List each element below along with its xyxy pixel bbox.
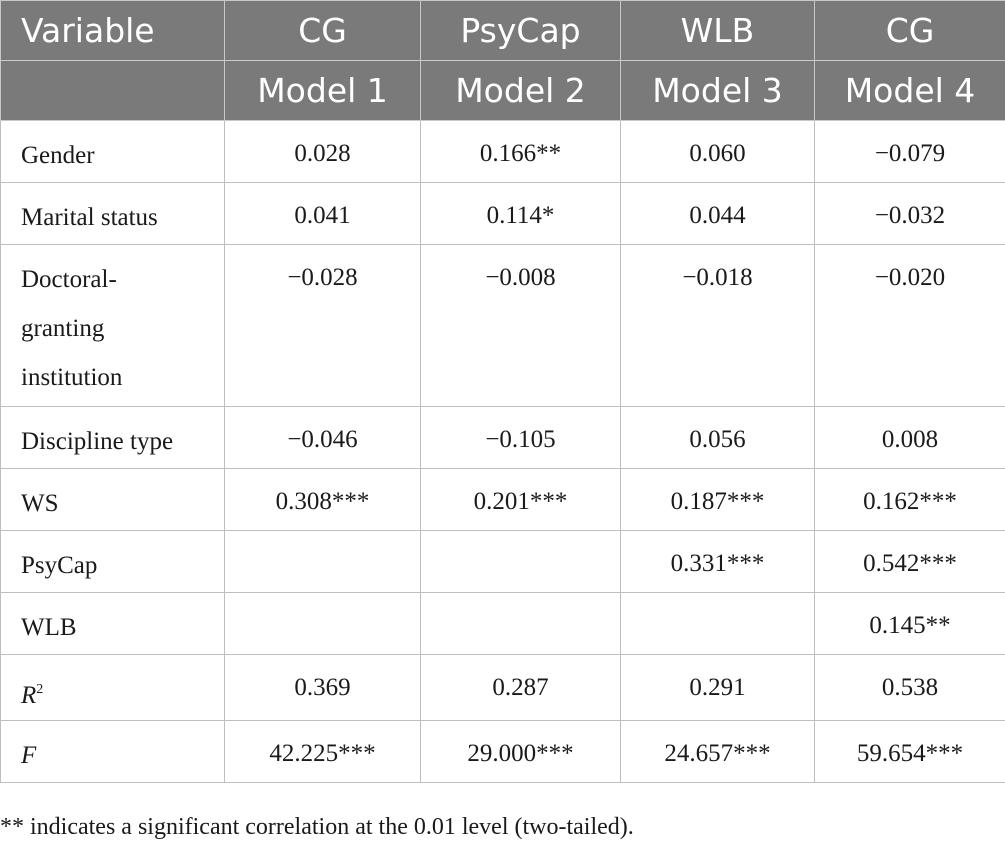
- cell-value: [620, 592, 815, 655]
- table-row: Gender 0.028 0.166** 0.060 −0.079: [0, 120, 1005, 183]
- cell-value: 0.008: [814, 406, 1005, 469]
- header-dv-2: PsyCap: [420, 0, 621, 61]
- cell-value: 59.654***: [814, 720, 1005, 783]
- cell-value: 0.028: [224, 120, 421, 183]
- row-label-superscript: 2: [36, 682, 44, 697]
- table-row: Discipline type −0.046 −0.105 0.056 0.00…: [0, 406, 1005, 469]
- cell-value: [420, 592, 621, 655]
- row-label: Discipline type: [0, 406, 225, 469]
- cell-value: −0.008: [420, 244, 621, 407]
- table-row: R2 0.369 0.287 0.291 0.538: [0, 654, 1005, 721]
- cell-value: 0.060: [620, 120, 815, 183]
- cell-value: 0.538: [814, 654, 1005, 721]
- header-row-2: Model 1 Model 2 Model 3 Model 4: [0, 60, 1005, 121]
- table-row: WS 0.308*** 0.201*** 0.187*** 0.162***: [0, 468, 1005, 531]
- cell-value: −0.079: [814, 120, 1005, 183]
- cell-value: 42.225***: [224, 720, 421, 783]
- header-model-2: Model 2: [420, 60, 621, 121]
- row-label: F: [0, 720, 225, 783]
- row-label: WLB: [0, 592, 225, 655]
- row-label: Gender: [0, 120, 225, 183]
- header-blank: [0, 60, 225, 121]
- cell-value: [224, 592, 421, 655]
- regression-table: Variable CG PsyCap WLB CG Model 1 Model …: [0, 0, 1005, 783]
- cell-value: 0.308***: [224, 468, 421, 531]
- header-model-4: Model 4: [814, 60, 1005, 121]
- row-label-line: granting: [21, 315, 105, 342]
- table-row: PsyCap 0.331*** 0.542***: [0, 530, 1005, 593]
- header-model-1: Model 1: [224, 60, 421, 121]
- cell-value: 24.657***: [620, 720, 815, 783]
- cell-value: 0.187***: [620, 468, 815, 531]
- row-label: Doctoral- granting institution: [0, 244, 225, 407]
- row-label: Marital status: [0, 182, 225, 245]
- cell-value: 0.291: [620, 654, 815, 721]
- cell-value: −0.046: [224, 406, 421, 469]
- row-label: WS: [0, 468, 225, 531]
- row-label-base: R: [21, 682, 37, 709]
- cell-value: 0.542***: [814, 530, 1005, 593]
- header-row-1: Variable CG PsyCap WLB CG: [0, 0, 1005, 61]
- table-row: F 42.225*** 29.000*** 24.657*** 59.654**…: [0, 720, 1005, 783]
- header-dv-3: WLB: [620, 0, 815, 61]
- table-row: Marital status 0.041 0.114* 0.044 −0.032: [0, 182, 1005, 245]
- cell-value: 0.145**: [814, 592, 1005, 655]
- cell-value: [420, 530, 621, 593]
- cell-value: 0.287: [420, 654, 621, 721]
- cell-value: [224, 530, 421, 593]
- cell-value: −0.020: [814, 244, 1005, 407]
- cell-value: −0.018: [620, 244, 815, 407]
- row-label: R2: [0, 654, 225, 721]
- cell-value: 29.000***: [420, 720, 621, 783]
- header-dv-4: CG: [814, 0, 1005, 61]
- cell-value: 0.166**: [420, 120, 621, 183]
- cell-value: 0.041: [224, 182, 421, 245]
- cell-value: 0.201***: [420, 468, 621, 531]
- table-row: WLB 0.145**: [0, 592, 1005, 655]
- cell-value: 0.331***: [620, 530, 815, 593]
- cell-value: −0.028: [224, 244, 421, 407]
- table-footnote: ** indicates a significant correlation a…: [0, 814, 634, 840]
- cell-value: 0.369: [224, 654, 421, 721]
- row-label-line: institution: [21, 364, 123, 391]
- cell-value: 0.114*: [420, 182, 621, 245]
- cell-value: 0.162***: [814, 468, 1005, 531]
- cell-value: −0.105: [420, 406, 621, 469]
- table-row: Doctoral- granting institution −0.028 −0…: [0, 244, 1005, 407]
- cell-value: 0.056: [620, 406, 815, 469]
- row-label-line: Doctoral-: [21, 266, 117, 293]
- cell-value: 0.044: [620, 182, 815, 245]
- cell-value: −0.032: [814, 182, 1005, 245]
- row-label: PsyCap: [0, 530, 225, 593]
- header-variable: Variable: [0, 0, 225, 61]
- header-dv-1: CG: [224, 0, 421, 61]
- header-model-3: Model 3: [620, 60, 815, 121]
